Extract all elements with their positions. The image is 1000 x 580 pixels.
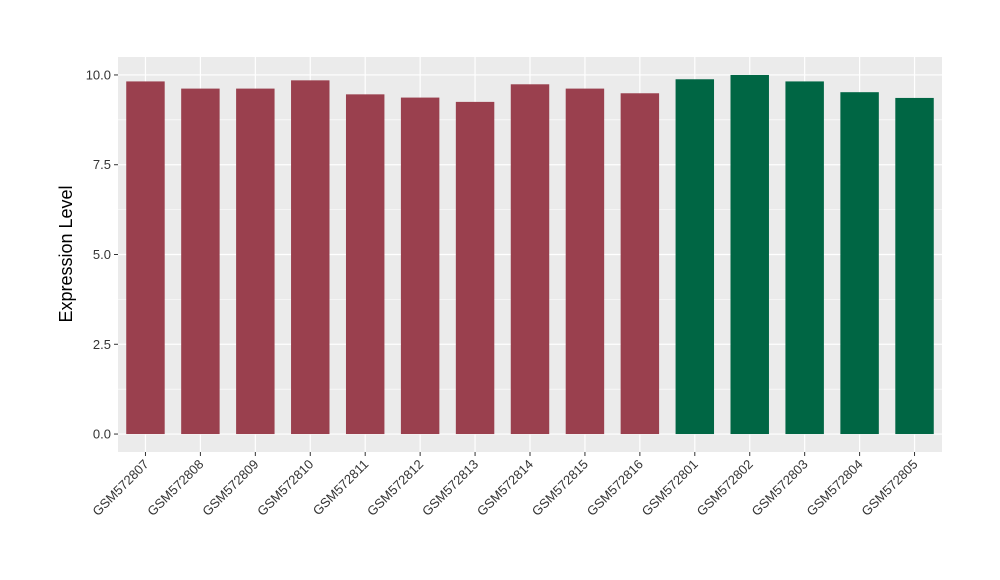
bar <box>620 93 660 435</box>
x-tick-label: GSM572804 <box>803 457 865 519</box>
bar <box>895 97 934 435</box>
y-tick-label: 10.0 <box>86 67 111 82</box>
x-tick-label: GSM572810 <box>254 457 316 519</box>
bars <box>126 74 934 435</box>
y-tick-label: 2.5 <box>93 337 111 352</box>
bar <box>400 97 440 435</box>
x-axis: GSM572807GSM572808GSM572809GSM572810GSM5… <box>89 452 921 519</box>
bar <box>236 88 275 435</box>
x-tick-label: GSM572801 <box>639 457 701 519</box>
y-tick-label: 0.0 <box>93 427 111 442</box>
x-tick-label: GSM572803 <box>749 457 811 519</box>
y-axis-title: Expression Level <box>56 185 76 322</box>
y-axis: 0.0 2.5 5.0 7.5 10.0 <box>86 67 118 442</box>
bar <box>291 80 330 435</box>
x-tick-label: GSM572809 <box>199 457 261 519</box>
bar <box>181 88 220 435</box>
x-tick-label: GSM572811 <box>310 457 372 519</box>
x-tick-label: GSM572805 <box>858 457 920 519</box>
x-tick-label: GSM572807 <box>89 457 151 519</box>
y-tick-label: 5.0 <box>93 247 111 262</box>
x-tick-label: GSM572814 <box>474 457 536 519</box>
x-tick-label: GSM572816 <box>584 457 646 519</box>
x-tick-label: GSM572815 <box>529 457 591 519</box>
bar <box>126 81 165 435</box>
bar <box>345 94 385 435</box>
bar <box>565 88 605 435</box>
x-tick-label: GSM572808 <box>144 457 206 519</box>
x-tick-label: GSM572813 <box>419 457 481 519</box>
bar <box>730 74 769 435</box>
y-tick-label: 7.5 <box>93 157 111 172</box>
bar <box>510 84 550 435</box>
x-tick-label: GSM572812 <box>364 457 426 519</box>
x-tick-label: GSM572802 <box>694 457 756 519</box>
bar <box>785 81 824 435</box>
bar <box>675 79 715 435</box>
bar <box>455 101 495 435</box>
bar <box>840 92 879 435</box>
